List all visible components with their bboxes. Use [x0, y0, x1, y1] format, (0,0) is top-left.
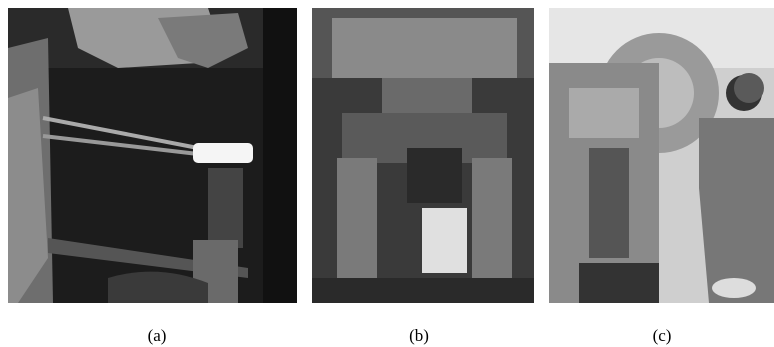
- caption: (b): [389, 326, 449, 346]
- photo-punch: [549, 8, 774, 303]
- caption: (c): [632, 326, 692, 346]
- caption: (a): [127, 326, 187, 346]
- photo-forging: [8, 8, 297, 303]
- photo-press: [312, 8, 534, 303]
- figure: (a) (b) (c): [0, 0, 774, 347]
